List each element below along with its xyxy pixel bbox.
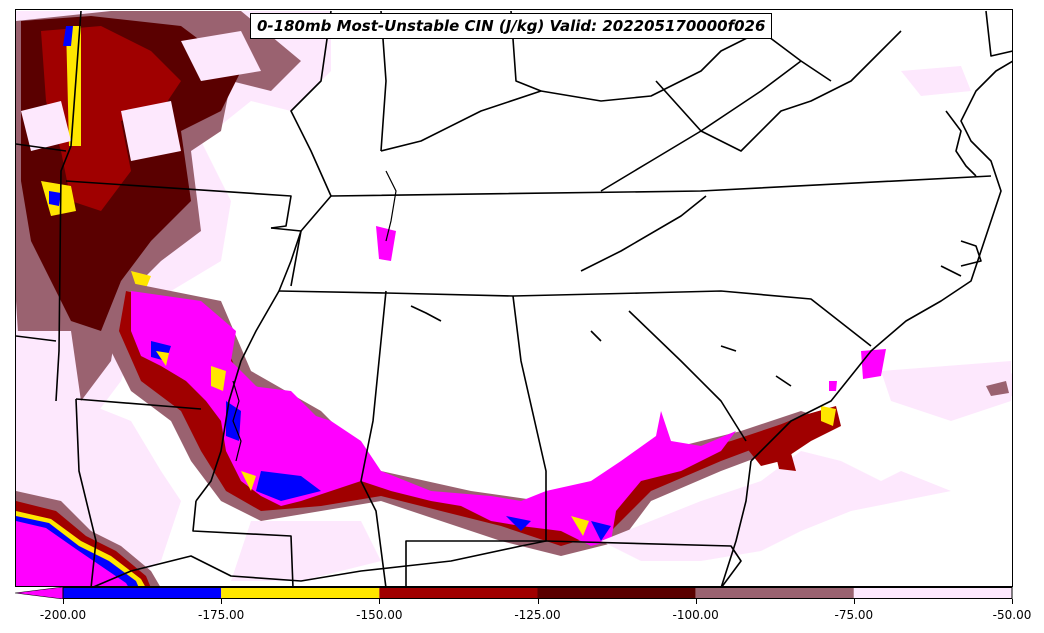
- boundary-ks-ok: [16, 143, 67, 152]
- colorbar-bin: [537, 587, 696, 599]
- colorbar-tick-label: -200.00: [39, 608, 87, 622]
- map-title: 0-180mb Most-Unstable CIN (J/kg) Valid: …: [257, 17, 766, 35]
- coast-sounds: [940, 240, 982, 277]
- cin-region-light-nw: [21, 31, 261, 161]
- boundary-mo-ar: [270, 227, 302, 287]
- colorbar-bin: [853, 587, 1012, 599]
- boundary-ny-pa: [985, 10, 1012, 57]
- coastlines: [93, 60, 1012, 586]
- colorbar-tick-label: -100.00: [672, 608, 719, 622]
- river-details: [232, 170, 397, 462]
- boundary-tx-la: [75, 398, 97, 586]
- title-box: 0-180mb Most-Unstable CIN (J/kg) Valid: …: [250, 13, 773, 39]
- boundary-va-nc: [580, 195, 707, 272]
- boundary-wv-va: [655, 30, 902, 152]
- coast-chesapeake: [945, 110, 977, 177]
- colorbar-tick-mark: [853, 599, 855, 604]
- cin-band-magenta-ar: [251, 226, 396, 441]
- colorbar-bin: [63, 587, 222, 599]
- boundary-ga-sc: [628, 310, 747, 442]
- boundary-ms-al: [360, 290, 387, 586]
- cin-band-light-south: [231, 361, 1011, 581]
- colorbar-bin: [695, 587, 854, 599]
- colorbar-tick-label: -50.00: [992, 608, 1032, 622]
- cin-band-blue: [151, 341, 611, 541]
- coast-gulf: [93, 540, 547, 586]
- boundary-nc-sc: [640, 290, 872, 347]
- colorbar-bin: [379, 587, 538, 599]
- cin-coast-darkred: [741, 406, 841, 471]
- coast-lake: [410, 305, 792, 387]
- coast-atlantic: [750, 60, 1012, 462]
- coast-florida: [720, 460, 752, 586]
- boundary-tx-ok-red: [16, 335, 57, 342]
- colorbar-tick-mark: [63, 599, 64, 604]
- boundary-la-ms: [192, 500, 294, 586]
- boundary-al-ga: [405, 295, 547, 586]
- boundary-ar-la: [75, 398, 202, 410]
- colorbar-outline: [62, 587, 1013, 599]
- colorbar: [15, 587, 1013, 599]
- colorbar-tick-label: -150.00: [356, 608, 403, 622]
- colorbar-tick-mark: [695, 599, 697, 604]
- cin-field-layer: [16, 11, 1012, 586]
- colorbar-tick-mark: [1012, 599, 1013, 604]
- river-ms-delta: [232, 380, 242, 462]
- colorbar-bin: [221, 587, 380, 599]
- river-tn: [385, 170, 397, 242]
- map-panel: [15, 9, 1013, 587]
- boundary-tn-ky: [330, 175, 992, 197]
- cin-sw-magenta: [16, 521, 128, 586]
- boundary-tn-south: [278, 290, 642, 297]
- colorbar-tick-mark: [221, 599, 223, 604]
- colorbar-ticks: -200.00 -175.00 -150.00 -125.00 -100.00 -75.0…: [0, 599, 1044, 629]
- boundary-ky-wv-va: [600, 60, 802, 192]
- boundary-ms-river: [195, 10, 332, 502]
- map-canvas: [16, 10, 1012, 586]
- cin-ne-mauve: [986, 381, 1009, 396]
- boundary-ga-fl: [545, 540, 742, 586]
- boundary-ok-ar: [65, 180, 292, 229]
- colorbar-tick-mark: [537, 599, 539, 604]
- boundary-ks-mo-ok: [55, 10, 82, 402]
- cin-coast-yellow: [821, 406, 836, 426]
- colorbar-tick-label: -75.00: [834, 608, 874, 622]
- cin-coast-magenta: [829, 349, 886, 391]
- colorbar-extend-min: [15, 587, 64, 599]
- colorbar-tick-label: -175.00: [197, 608, 245, 622]
- cin-ne-light: [901, 66, 1012, 399]
- boundary-ky-oh: [380, 30, 832, 152]
- colorbar-tick-mark: [379, 599, 381, 604]
- state-boundaries: [16, 10, 1012, 586]
- colorbar-tick-label: -125.00: [514, 608, 561, 622]
- cin-region-yellow: [41, 26, 151, 301]
